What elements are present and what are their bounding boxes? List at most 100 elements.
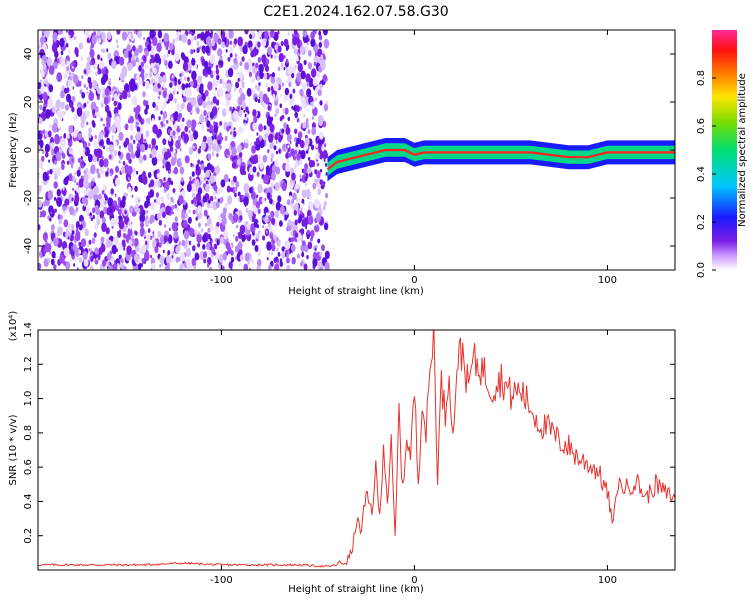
noise-speckle: [285, 58, 289, 64]
noise-speckle: [162, 165, 165, 169]
noise-speckle: [143, 36, 146, 41]
noise-speckle: [189, 176, 192, 181]
noise-speckle: [53, 181, 58, 189]
noise-speckle: [83, 172, 89, 182]
noise-speckle: [224, 202, 228, 209]
noise-speckle: [80, 156, 83, 160]
noise-speckle: [196, 47, 200, 54]
noise-speckle: [86, 91, 89, 95]
noise-speckle: [63, 72, 68, 79]
noise-speckle: [179, 147, 182, 152]
noise-speckle: [180, 159, 183, 164]
noise-speckle: [98, 247, 103, 256]
noise-speckle: [72, 74, 79, 84]
noise-speckle: [61, 187, 67, 197]
noise-speckle: [319, 100, 323, 106]
noise-speckle: [157, 168, 160, 174]
noise-speckle: [197, 121, 200, 126]
noise-speckle: [57, 30, 63, 35]
noise-speckle: [277, 45, 282, 53]
noise-speckle: [249, 157, 252, 162]
y-tick-label: 1.0: [23, 391, 34, 407]
noise-speckle: [188, 130, 191, 134]
noise-speckle: [207, 100, 210, 106]
noise-speckle: [286, 158, 290, 163]
noise-speckle: [106, 167, 110, 172]
noise-speckle: [236, 71, 240, 77]
noise-speckle: [49, 217, 52, 222]
noise-speckle: [164, 59, 168, 67]
noise-speckle: [109, 113, 112, 118]
noise-speckle: [66, 160, 70, 165]
noise-speckle: [100, 102, 104, 108]
noise-speckle: [296, 37, 300, 43]
noise-speckle: [292, 36, 298, 46]
noise-speckle: [159, 234, 166, 245]
noise-speckle: [38, 90, 41, 95]
noise-speckle: [166, 192, 171, 201]
noise-speckle: [227, 195, 233, 205]
noise-speckle: [81, 196, 87, 205]
noise-speckle: [106, 31, 112, 40]
noise-speckle: [52, 32, 58, 42]
noise-speckle: [288, 191, 293, 198]
noise-speckle: [233, 38, 238, 45]
noise-speckle: [70, 150, 73, 155]
noise-speckle: [165, 255, 171, 265]
noise-speckle: [96, 86, 100, 92]
noise-speckle: [319, 179, 323, 185]
noise-speckle: [89, 48, 95, 58]
noise-speckle: [256, 132, 259, 136]
y-tick-label: 40: [23, 48, 34, 61]
noise-speckle: [92, 109, 96, 115]
noise-speckle: [259, 161, 264, 170]
x-tick-label: -100: [210, 575, 233, 586]
noise-speckle: [87, 153, 93, 163]
noise-speckle: [290, 231, 294, 237]
noise-speckle: [90, 217, 93, 222]
noise-speckle: [197, 205, 202, 214]
noise-speckle: [190, 96, 197, 107]
noise-speckle: [100, 198, 106, 208]
noise-speckle: [106, 137, 111, 145]
noise-speckle: [215, 87, 218, 91]
noise-speckle: [157, 212, 162, 220]
noise-speckle: [257, 112, 261, 118]
noise-speckle: [205, 169, 210, 178]
noise-speckle: [171, 221, 178, 232]
noise-speckle: [103, 123, 105, 127]
noise-speckle: [132, 172, 135, 177]
noise-speckle: [251, 88, 256, 95]
noise-speckle: [42, 106, 46, 113]
noise-speckle: [90, 96, 94, 101]
noise-speckle: [69, 207, 74, 215]
noise-speckle: [313, 61, 317, 67]
noise-speckle: [314, 97, 317, 102]
snr-x-ticks: -100 0 100: [210, 330, 617, 586]
noise-speckle: [174, 204, 178, 209]
noise-speckle: [115, 217, 119, 224]
noise-speckle: [231, 146, 237, 157]
noise-speckle: [51, 42, 58, 53]
noise-speckle: [126, 224, 128, 228]
noise-speckle: [58, 127, 61, 131]
noise-speckle: [92, 122, 96, 128]
noise-speckle: [227, 67, 234, 78]
noise-speckle: [118, 131, 124, 141]
noise-speckle: [203, 258, 207, 264]
noise-speckle: [257, 56, 262, 63]
colorbar-tick-label: 0.6: [696, 118, 707, 134]
noise-speckle: [279, 261, 283, 267]
noise-speckle: [239, 72, 244, 80]
noise-speckle: [151, 156, 158, 166]
noise-speckle: [71, 85, 74, 90]
noise-speckle: [128, 239, 132, 246]
noise-speckle: [263, 189, 266, 193]
noise-speckle: [206, 136, 213, 147]
noise-speckle: [111, 60, 117, 70]
noise-speckle: [207, 228, 211, 233]
noise-speckle: [106, 260, 110, 267]
noise-speckle: [162, 82, 166, 89]
noise-speckle: [268, 133, 274, 143]
noise-speckle: [299, 88, 304, 97]
